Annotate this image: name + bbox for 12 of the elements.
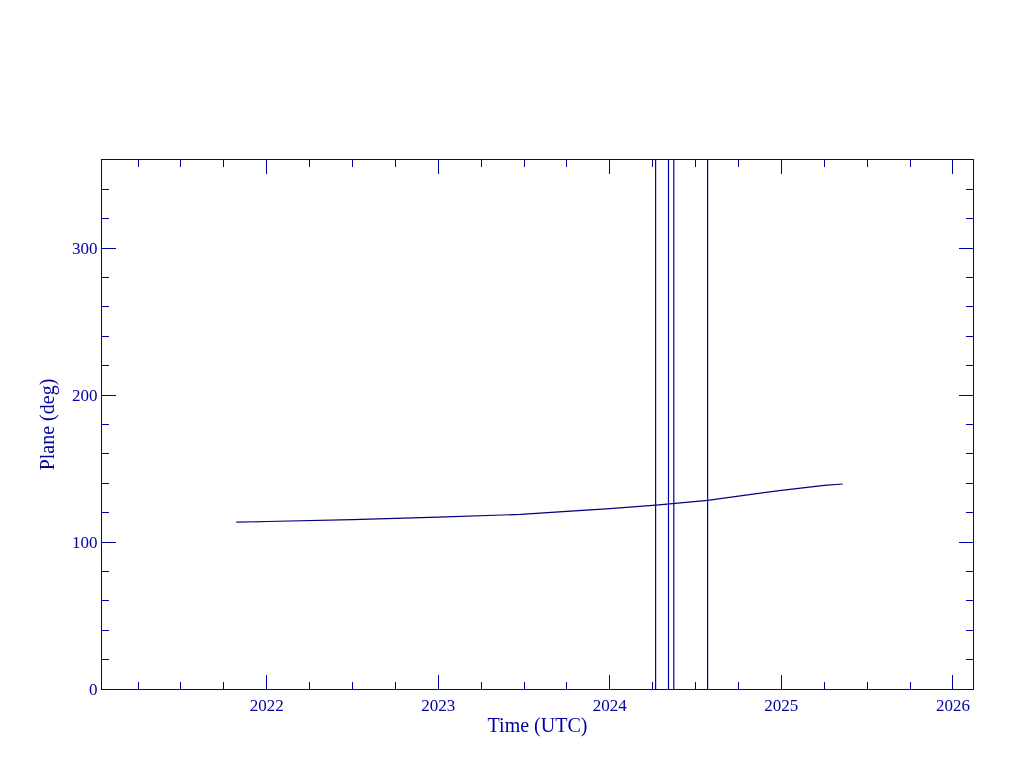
x-axis-title: Time (UTC) (487, 714, 588, 737)
x-tick-label: 2025 (764, 695, 799, 715)
line-series (235, 483, 844, 523)
y-tick-label: 100 (72, 533, 98, 553)
x-tick-label: 2022 (249, 695, 284, 715)
x-tick-label: 2024 (592, 695, 628, 715)
y-tick-label: 300 (72, 239, 98, 259)
x-tick-label: 2026 (935, 695, 970, 715)
y-tick-label: 200 (72, 386, 98, 406)
y-axis-title: Plane (deg) (35, 378, 59, 471)
x-tick-label: 2023 (421, 695, 456, 715)
y-tick-label: 0 (89, 679, 98, 699)
